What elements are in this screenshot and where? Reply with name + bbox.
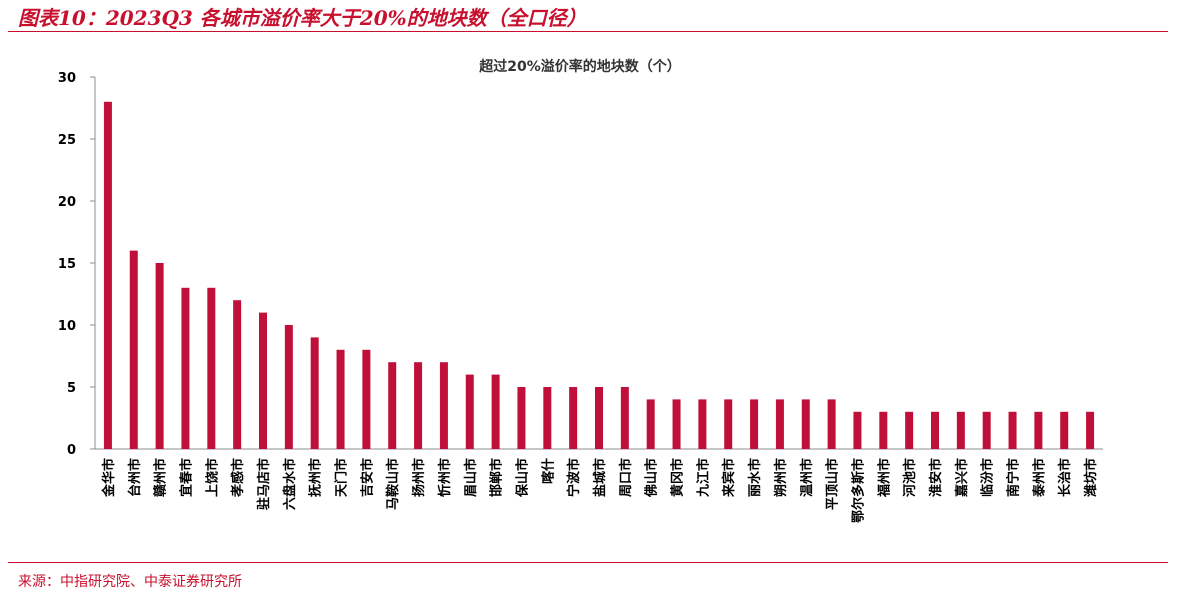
x-category-label: 温州市 [799, 458, 815, 497]
bar [982, 411, 991, 449]
bar [103, 101, 112, 450]
bar [956, 411, 965, 449]
x-category-label: 赣州市 [153, 458, 169, 497]
bar [284, 325, 293, 449]
bar [129, 250, 138, 449]
x-category-label: 丽水市 [747, 458, 763, 497]
bar [414, 362, 423, 449]
bar [259, 312, 267, 449]
bar [750, 399, 759, 449]
bar-chart: 超过20%溢价率的地块数（个） 0 5 10 15 20 25 30 金华市 台州市 赣州市 宜春… [58, 58, 1103, 523]
y-tick-label: 5 [67, 381, 76, 396]
x-category-label: 南宁市 [1006, 458, 1022, 497]
bar-group [103, 101, 1095, 450]
chart-title: 超过20%溢价率的地块数（个） [478, 58, 681, 75]
header-divider [8, 31, 1168, 32]
x-category-label: 喀什 [540, 458, 556, 484]
x-category-label: 黄冈市 [670, 458, 686, 497]
x-category-label: 天门市 [334, 458, 350, 497]
bar [801, 399, 810, 449]
bar [595, 387, 603, 449]
bar [1060, 411, 1069, 449]
x-category-label: 六盘水市 [282, 458, 298, 510]
x-category-label: 扬州市 [411, 458, 427, 497]
bar [543, 387, 552, 449]
x-category-label: 九江市 [695, 458, 711, 498]
bar [439, 362, 448, 449]
x-category-label: 朔州市 [773, 458, 789, 497]
bar [491, 374, 500, 449]
y-tick-group: 0 5 10 15 20 25 30 [58, 71, 95, 458]
bar [310, 337, 319, 449]
y-tick-label: 15 [58, 257, 76, 272]
x-category-label: 来宾市 [721, 458, 737, 498]
bar [724, 399, 733, 449]
x-category-label: 临汾市 [980, 458, 996, 497]
bar [905, 411, 914, 449]
x-category-label: 马鞍山市 [385, 458, 401, 510]
bar [1008, 411, 1017, 449]
y-tick-label: 20 [58, 195, 76, 210]
bar [931, 411, 939, 449]
x-category-label: 潍坊市 [1083, 458, 1099, 497]
bar [233, 300, 242, 449]
x-category-label: 嘉兴市 [954, 458, 970, 498]
bar [775, 399, 784, 449]
bar [1034, 411, 1043, 449]
x-category-label: 台州市 [127, 458, 143, 497]
figure-title: 图表10：2023Q3 各城市溢价率大于20%的地块数（全口径） [18, 6, 587, 30]
x-category-label: 上饶市 [204, 458, 220, 497]
bar [827, 399, 836, 449]
x-category-label: 河池市 [902, 458, 918, 497]
x-category-label: 保山市 [514, 458, 530, 498]
x-category-label: 淮安市 [928, 458, 944, 498]
bar [646, 399, 655, 449]
bar [155, 263, 164, 449]
footer-divider [8, 562, 1168, 563]
bar [517, 387, 526, 449]
bar [465, 374, 474, 449]
x-category-label: 忻州市 [437, 458, 453, 497]
bar [336, 349, 345, 449]
x-category-label: 盐城市 [592, 458, 608, 497]
x-category-label: 驻马店市 [256, 458, 272, 510]
bar [879, 411, 888, 449]
x-category-label: 眉山市 [463, 458, 479, 497]
bar [388, 362, 397, 449]
x-category-label: 福州市 [876, 458, 892, 498]
bar [1086, 411, 1095, 449]
x-category-label: 泰州市 [1031, 458, 1047, 498]
x-category-label: 邯郸市 [489, 458, 505, 497]
bar [620, 387, 629, 449]
x-category-label: 宁波市 [566, 458, 582, 497]
x-category-label: 抚州市 [308, 458, 324, 497]
bar [853, 411, 862, 449]
x-category-label: 吉安市 [359, 458, 375, 497]
y-tick-label: 25 [58, 133, 76, 148]
category-label-group: 金华市 台州市 赣州市 宜春市 上饶市 孝感市 驻马店市 六盘水市 抚州市 天门市 吉安市 马鞍山市扬… [101, 458, 1099, 523]
x-category-label: 周口市 [618, 458, 634, 497]
x-category-label: 金华市 [101, 458, 117, 498]
x-category-label: 佛山市 [644, 458, 660, 498]
y-tick-label: 30 [58, 71, 76, 86]
x-category-label: 宜春市 [178, 458, 194, 497]
bar [698, 399, 707, 449]
x-category-label: 孝感市 [230, 458, 246, 498]
x-category-label: 长治市 [1057, 458, 1073, 497]
bar [569, 387, 578, 449]
x-category-label: 平顶山市 [825, 458, 841, 510]
y-tick-label: 10 [58, 319, 76, 334]
bar [362, 349, 371, 449]
y-tick-label: 0 [67, 443, 76, 458]
bar [181, 287, 190, 449]
x-category-label: 鄂尔多斯市 [850, 458, 866, 523]
bar [207, 287, 216, 449]
bar [672, 399, 681, 449]
source-note: 来源：中指研究院、中泰证券研究所 [18, 574, 242, 590]
